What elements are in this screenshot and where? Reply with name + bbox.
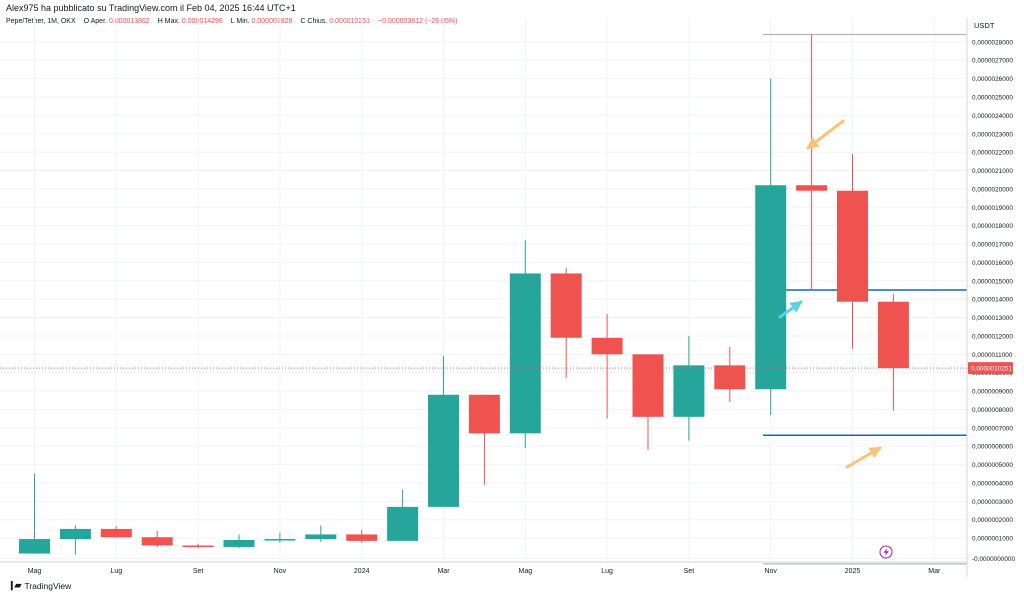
tv-logo-icon: ❙▰ — [8, 580, 22, 590]
price-tick-label: 0,0000016000 — [972, 260, 1013, 267]
price-tick-label: 0,0000006000 — [972, 444, 1013, 451]
arrow-up-right-icon-head — [868, 447, 882, 459]
time-tick-label: Lug — [110, 568, 122, 575]
arrow-up-right-icon-head — [789, 300, 803, 313]
legend-open-label: O — [83, 18, 90, 25]
time-tick-label: Mar — [437, 568, 450, 575]
candle-body — [100, 528, 132, 538]
price-tick-label: -0,0000000000 — [972, 556, 1015, 563]
currency-label: USDT — [974, 21, 995, 30]
price-tick-label: 0,0000002000 — [972, 517, 1013, 524]
time-tick-label: 2025 — [845, 568, 861, 575]
price-tick-label: 0,0000020000 — [972, 186, 1013, 193]
candle-body — [673, 365, 705, 417]
price-tick-label: 0,0000022000 — [972, 150, 1013, 157]
footer-brand: TradingView — [24, 580, 72, 591]
legend-low-label: L — [230, 18, 235, 25]
candles — [19, 34, 909, 555]
candle-body — [428, 394, 459, 507]
candle-body — [141, 537, 173, 546]
candle-body — [509, 273, 541, 434]
candle-body — [550, 273, 582, 338]
time-tick-label: Set — [193, 568, 204, 575]
price-tick-label: 0,0000025000 — [972, 95, 1013, 102]
last-price-label: 0,0000010251 — [971, 366, 1012, 373]
publisher-header: Alex975 ha pubblicato su TradingView.com… — [6, 3, 296, 13]
legend-high-text: Max. — [164, 18, 180, 25]
last-price-badge — [968, 362, 1013, 375]
time-tick-label: Mag — [28, 568, 42, 575]
price-tick-label: 0,0000026000 — [972, 76, 1013, 83]
price-tick-label: 0,0000023000 — [972, 131, 1013, 138]
price-tick-label: 0,0000011000 — [972, 352, 1013, 359]
annotations — [778, 119, 882, 469]
candle-body — [346, 534, 378, 541]
legend-close-value: 0.000010251 — [329, 18, 371, 25]
legend-open-text: Aper. — [90, 18, 107, 25]
time-tick-label: Mar — [928, 568, 941, 575]
price-tick-label: 0,0000017000 — [972, 242, 1013, 249]
legend-close-text: Chius. — [307, 18, 328, 25]
candle-body — [796, 185, 828, 191]
last-price-marker: 0,0000010251 — [0, 362, 1013, 375]
price-tick-label: 0,0000021000 — [972, 168, 1013, 175]
legend-symbol[interactable]: Pepe/Tether, 1M, OKX — [6, 18, 76, 25]
time-tick-label: Nov — [764, 568, 777, 575]
candle-body — [387, 506, 419, 541]
candle-body — [264, 539, 296, 541]
time-tick-label: Lug — [601, 568, 613, 575]
price-tick-label: 0,0000003000 — [972, 499, 1013, 506]
candle-body — [632, 354, 664, 417]
ohlc-legend: Pepe/Tether, 1M, OKX O Aper. 0.000013862… — [6, 18, 457, 25]
legend-high-label: H — [157, 18, 163, 25]
arrow-down-left-icon-head — [806, 137, 820, 150]
drawn-levels — [763, 33, 967, 565]
candle-body — [755, 185, 787, 390]
candle-body — [223, 539, 255, 547]
footer[interactable]: ❙▰ TradingView — [8, 580, 71, 591]
candle-body — [877, 301, 909, 369]
price-tick-label: 0,0000015000 — [972, 278, 1013, 285]
candle-body — [19, 539, 50, 554]
legend-close-label: C — [300, 18, 306, 25]
legend-high-value: 0.000014296 — [181, 18, 223, 25]
price-tick-label: 0,0000018000 — [972, 223, 1013, 230]
price-tick-label: 0,0000019000 — [972, 205, 1013, 212]
time-tick-label: Nov — [274, 568, 287, 575]
legend-change: −0.000003612 (−26.05%) — [378, 18, 458, 25]
time-tick-label: Set — [684, 568, 695, 575]
price-axis[interactable]: -0,0000000000 0,0000001000 0,0000002000 0,0… — [972, 39, 1015, 562]
legend-open-value: 0.000013862 — [108, 18, 150, 25]
price-tick-label: 0,0000007000 — [972, 425, 1013, 432]
legend-low-text: Min. — [236, 18, 250, 25]
candle-body — [591, 337, 623, 355]
lightning-icon[interactable] — [879, 545, 893, 559]
price-tick-label: 0,0000012000 — [972, 333, 1013, 340]
time-tick-label: Mag — [518, 568, 532, 575]
price-tick-label: 0,0000027000 — [972, 58, 1013, 65]
price-tick-label: 0,0000024000 — [972, 113, 1013, 120]
price-tick-label: 0,0000005000 — [972, 462, 1013, 469]
price-tick-label: 0,0000004000 — [972, 480, 1013, 487]
price-tick-label: 0,0000014000 — [972, 297, 1013, 304]
candle-body — [305, 534, 337, 540]
candle-body — [182, 545, 214, 547]
time-axis[interactable]: Mag Lug Set Nov 2024 Mar Mag Lug Set Nov 2025 Mar — [28, 568, 941, 575]
legend-low-value: 0.000007928 — [251, 18, 293, 25]
price-tick-label: 0,0000013000 — [972, 315, 1013, 322]
candle-body — [714, 365, 746, 390]
candle-body — [59, 528, 91, 540]
candle-body — [837, 190, 868, 302]
price-tick-label: 0,0000028000 — [972, 39, 1013, 46]
price-tick-label: 0,0000001000 — [972, 536, 1013, 543]
time-tick-label: 2024 — [354, 568, 370, 575]
price-tick-label: 0,0000008000 — [972, 407, 1013, 414]
price-tick-label: 0,0000009000 — [972, 389, 1013, 396]
candle-body — [468, 394, 500, 434]
